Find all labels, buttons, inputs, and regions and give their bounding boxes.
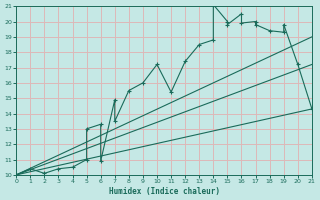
X-axis label: Humidex (Indice chaleur): Humidex (Indice chaleur)	[108, 187, 220, 196]
